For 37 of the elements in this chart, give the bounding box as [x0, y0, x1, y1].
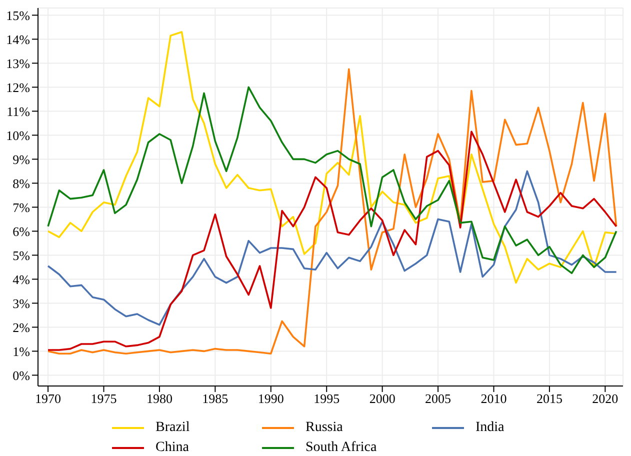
y-tick-label: 2% [12, 320, 30, 335]
legend-label: Russia [306, 420, 343, 436]
x-tick-label: 1975 [90, 391, 117, 406]
y-tick-label: 3% [12, 296, 30, 311]
y-tick-label: 7% [12, 200, 30, 215]
y-tick-label: 0% [12, 368, 30, 383]
x-tick-label: 1980 [146, 391, 172, 406]
x-tick-label: 2010 [480, 391, 507, 406]
y-tick-label: 1% [12, 344, 30, 359]
y-tick-label: 15% [6, 8, 30, 23]
x-tick-label: 1990 [258, 391, 284, 406]
x-tick-label: 1985 [202, 391, 228, 406]
x-tick-label: 2020 [592, 391, 618, 406]
line-series [47, 130, 618, 351]
x-tick-label: 2015 [536, 391, 562, 406]
y-tick-label: 12% [6, 80, 30, 95]
line-series [47, 68, 618, 354]
y-tick-label: 9% [12, 152, 30, 167]
y-tick-label: 13% [6, 56, 30, 71]
legend-label: India [476, 420, 504, 436]
y-tick-label: 4% [12, 272, 30, 287]
x-tick-label: 1995 [314, 391, 340, 406]
y-tick-label: 5% [12, 248, 30, 263]
y-tick-label: 10% [6, 128, 30, 143]
legend-label: China [156, 440, 189, 456]
y-tick-label: 11% [6, 104, 30, 119]
legend-label: South Africa [306, 440, 377, 456]
line-series [47, 170, 618, 326]
y-tick-label: 6% [12, 224, 30, 239]
y-tick-label: 8% [12, 176, 30, 191]
legend-label: Brazil [156, 420, 190, 436]
y-tick-label: 14% [6, 32, 30, 47]
x-tick-label: 2005 [425, 391, 452, 406]
line-series [47, 86, 618, 274]
line-series [47, 31, 618, 284]
x-tick-label: 2000 [369, 391, 396, 406]
x-tick-label: 1970 [35, 391, 62, 406]
